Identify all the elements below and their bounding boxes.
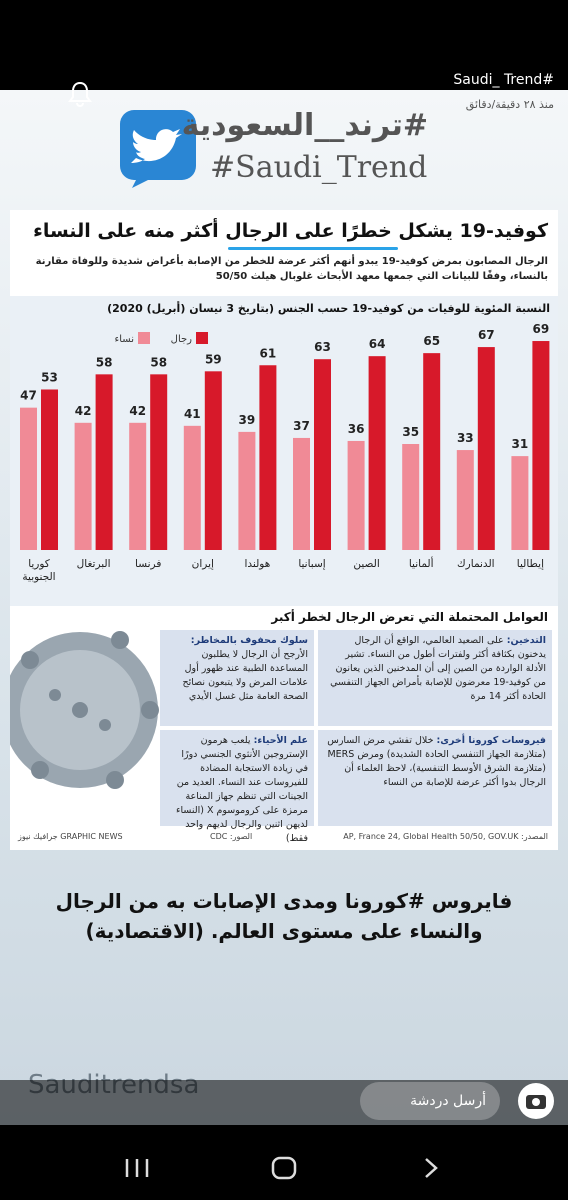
factor-box: التدخين: على الصعيد العالمي، الواقع أن ا… bbox=[318, 630, 552, 726]
bar bbox=[95, 374, 113, 550]
bar bbox=[41, 389, 58, 550]
photos-credit: الصور: CDC bbox=[210, 832, 253, 841]
banner-english: #Saudi_Trend bbox=[210, 150, 428, 185]
factor-box: سلوك محفوف بالمخاطر: الأرجح أن الرجال لا… bbox=[160, 630, 314, 726]
bell-icon[interactable] bbox=[66, 80, 94, 108]
value-label: 42 bbox=[129, 404, 146, 418]
bar bbox=[347, 440, 365, 550]
bar bbox=[314, 359, 331, 550]
factor-box: علم الأحياء: يلعب هرمون الإستروجين الأنث… bbox=[160, 730, 314, 844]
value-label: 42 bbox=[75, 404, 92, 418]
bar bbox=[238, 431, 256, 550]
factor-text: على الصعيد العالمي، الواقع أن الرجال يدخ… bbox=[330, 635, 546, 702]
bar bbox=[150, 374, 168, 550]
intro: الرجال المصابون بمرض كوفيد-19 يبدو أنهم … bbox=[35, 256, 548, 282]
chat-bar bbox=[0, 1080, 568, 1125]
value-label: 33 bbox=[457, 431, 474, 445]
factors-title: العوامل المحتملة التي تعرض الرجال لخطر أ… bbox=[271, 610, 548, 624]
value-label: 31 bbox=[512, 437, 529, 451]
headline: كوفيد-19 يشكل خطرًا على الرجال أكثر منه … bbox=[33, 220, 548, 242]
x-tick-label: إيطاليا bbox=[516, 558, 544, 570]
x-tick-label: البرتغال bbox=[76, 558, 111, 570]
underline bbox=[228, 247, 398, 250]
factor-heading: علم الأحياء: bbox=[253, 735, 308, 746]
x-tick-label: كوريا الجنوبية bbox=[22, 558, 56, 583]
factor-box: فيروسات كورونا أخرى: خلال تفشي مرض السار… bbox=[318, 730, 552, 826]
x-tick-label: ألمانيا bbox=[408, 558, 434, 570]
value-label: 69 bbox=[533, 322, 550, 336]
legend-swatch bbox=[196, 332, 208, 344]
bar bbox=[204, 371, 222, 550]
factor-text: خلال تفشي مرض السارس (متلازمة الجهاز الت… bbox=[327, 735, 546, 788]
value-label: 63 bbox=[314, 340, 331, 354]
value-label: 36 bbox=[348, 422, 365, 436]
value-label: 41 bbox=[184, 407, 201, 421]
graphic-credit: جرافيك نيوز GRAPHIC NEWS bbox=[18, 832, 123, 841]
bar bbox=[183, 425, 201, 550]
twitter-logo bbox=[120, 110, 196, 188]
bar bbox=[402, 444, 420, 550]
value-label: 61 bbox=[260, 346, 277, 360]
value-label: 53 bbox=[41, 370, 58, 384]
source: المصدر: AP, France 24, Global Health 50/… bbox=[343, 832, 548, 841]
home-button[interactable] bbox=[271, 1156, 297, 1180]
bar bbox=[20, 407, 37, 550]
value-label: 39 bbox=[239, 413, 256, 427]
bar bbox=[511, 456, 529, 550]
chart-title: النسبة المئوية للوفيات من كوفيد-19 حسب ا… bbox=[107, 301, 550, 315]
value-label: 64 bbox=[369, 337, 386, 351]
x-tick-label: هولندا bbox=[244, 558, 271, 570]
factor-text: يلعب هرمون الإستروجين الأنثوي الجنسي دور… bbox=[175, 735, 308, 844]
camera-button[interactable] bbox=[514, 1080, 558, 1122]
factor-heading: فيروسات كورونا أخرى: bbox=[436, 735, 547, 746]
value-label: 58 bbox=[96, 355, 113, 369]
bar bbox=[129, 422, 147, 550]
back-button[interactable] bbox=[425, 1158, 438, 1178]
bar bbox=[259, 365, 277, 550]
value-label: 35 bbox=[402, 425, 419, 439]
bar-chart: النسبة المئوية للوفيات من كوفيد-19 حسب ا… bbox=[20, 301, 550, 550]
bar bbox=[477, 347, 495, 550]
x-tick-label: إيران bbox=[191, 558, 214, 570]
value-label: 58 bbox=[150, 355, 167, 369]
username[interactable]: Saudi_ Trend# bbox=[453, 72, 554, 88]
x-labels: كوريا الجنوبية البرتغال فرنسا إيران هولندا إس… bbox=[10, 296, 558, 606]
value-label: 67 bbox=[478, 328, 495, 342]
bar bbox=[74, 422, 92, 550]
value-label: 47 bbox=[20, 389, 37, 403]
bar bbox=[293, 437, 310, 550]
bar bbox=[532, 341, 550, 550]
nav-bar bbox=[125, 1156, 438, 1180]
recents-button[interactable] bbox=[125, 1159, 149, 1177]
x-tick-label: إسبانيا bbox=[298, 558, 326, 570]
factor-text: الأرجح أن الرجال لا يطلبون المساعدة الطب… bbox=[182, 649, 309, 702]
virus-image bbox=[10, 631, 159, 789]
chat-input[interactable]: أرسل دردشة bbox=[360, 1082, 500, 1120]
legend-swatch bbox=[138, 332, 150, 344]
bar bbox=[456, 450, 474, 550]
value-label: 37 bbox=[293, 419, 310, 433]
bar bbox=[368, 356, 386, 550]
x-tick-label: الصين bbox=[353, 558, 380, 570]
x-tick-label: الدنمارك bbox=[457, 558, 495, 570]
factor-heading: سلوك محفوف بالمخاطر: bbox=[190, 635, 308, 646]
legend-label: رجال bbox=[171, 334, 192, 345]
infographic: كوفيد-19 يشكل خطرًا على الرجال أكثر منه … bbox=[10, 210, 558, 850]
bar bbox=[423, 353, 441, 550]
value-label: 65 bbox=[423, 334, 440, 348]
legend-label: نساء bbox=[115, 334, 134, 345]
factor-heading: التدخين: bbox=[506, 635, 546, 646]
x-tick-label: فرنسا bbox=[135, 558, 162, 570]
value-label: 59 bbox=[205, 352, 222, 366]
time: منذ ٢٨ دقيقة/دقائق bbox=[465, 98, 554, 111]
banner-arabic: #ترند__السعودية bbox=[181, 108, 428, 143]
caption: فايروس #كورونا ومدى الإصابات به من الرجا… bbox=[55, 889, 513, 943]
